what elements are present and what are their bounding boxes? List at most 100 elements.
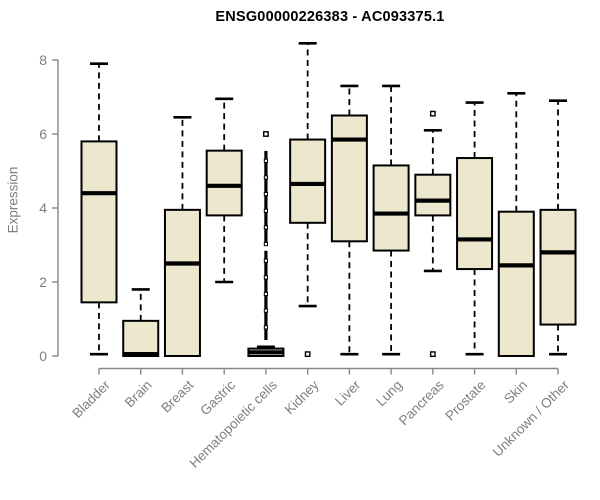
outlier-point bbox=[264, 328, 268, 332]
outlier-point bbox=[264, 236, 268, 241]
y-axis: 0 2 4 6 8 bbox=[39, 52, 59, 364]
chart-title: ENSG00000226383 - AC093375.1 bbox=[215, 9, 445, 25]
x-tick-label: Bladder bbox=[69, 377, 113, 421]
y-tick-label: 8 bbox=[39, 52, 47, 68]
outlier-point bbox=[264, 267, 268, 271]
boxplot-unknown-other bbox=[539, 99, 577, 356]
outlier-point bbox=[264, 295, 268, 299]
outlier-point bbox=[264, 228, 268, 232]
outlier-point bbox=[264, 198, 268, 202]
x-tick-label: Skin bbox=[501, 377, 530, 406]
iqr-box bbox=[205, 149, 243, 217]
boxplot-lung bbox=[372, 84, 410, 356]
outlier-point bbox=[304, 351, 311, 358]
outlier-point bbox=[264, 297, 268, 302]
outlier-point bbox=[264, 189, 268, 193]
outlier-point bbox=[264, 178, 268, 182]
outlier-point bbox=[264, 173, 268, 177]
iqr-box bbox=[414, 173, 452, 217]
x-tick-label: Prostate bbox=[442, 377, 488, 423]
outlier-point bbox=[264, 264, 268, 268]
outlier-point bbox=[264, 334, 268, 338]
iqr-box bbox=[497, 210, 535, 357]
outlier-point bbox=[263, 175, 269, 180]
outlier-point bbox=[264, 150, 268, 155]
outlier-point bbox=[263, 325, 269, 330]
iqr-box bbox=[372, 164, 410, 252]
outlier-point bbox=[264, 253, 268, 257]
outlier-point bbox=[264, 186, 268, 191]
boxplot-skin bbox=[497, 92, 535, 357]
outlier-point bbox=[264, 211, 268, 216]
outlier-point bbox=[264, 217, 268, 221]
outlier-point bbox=[264, 311, 268, 316]
outlier-point bbox=[264, 273, 268, 277]
outlier-point bbox=[263, 241, 269, 247]
outlier-point bbox=[264, 162, 268, 166]
outlier-point bbox=[264, 184, 268, 188]
outlier-point bbox=[264, 239, 268, 243]
outlier-point bbox=[264, 203, 268, 207]
outlier-point bbox=[263, 208, 269, 213]
iqr-box bbox=[80, 140, 118, 304]
outlier-point bbox=[264, 170, 268, 174]
outlier-point bbox=[264, 220, 268, 224]
outlier-point bbox=[429, 110, 436, 117]
outlier-point bbox=[264, 320, 268, 324]
x-tick-label: Pancreas bbox=[396, 377, 447, 428]
outlier-point bbox=[264, 164, 268, 168]
outlier-point bbox=[264, 336, 268, 341]
x-tick-label: Brain bbox=[122, 377, 155, 410]
outlier-point bbox=[264, 278, 268, 282]
outlier-point bbox=[264, 300, 268, 304]
outlier-point bbox=[263, 275, 269, 280]
outlier-point bbox=[263, 192, 269, 197]
outlier-point bbox=[263, 291, 269, 297]
outlier-point bbox=[264, 331, 268, 335]
x-tick-label: Lung bbox=[373, 377, 405, 409]
outlier-point bbox=[264, 153, 268, 157]
outlier-point bbox=[264, 286, 268, 291]
outlier-point bbox=[264, 289, 268, 293]
outlier-point bbox=[263, 225, 269, 230]
outlier-point bbox=[263, 158, 269, 163]
x-tick-label: Liver bbox=[332, 377, 364, 409]
y-tick-label: 6 bbox=[39, 126, 47, 142]
boxplot-hematopoietic-cells bbox=[247, 131, 285, 358]
boxplot-liver bbox=[330, 84, 368, 356]
iqr-box bbox=[122, 319, 160, 358]
outlier-point bbox=[264, 234, 268, 238]
boxplot-bladder bbox=[80, 62, 118, 356]
x-tick-label: Gastric bbox=[197, 377, 238, 418]
outlier-point bbox=[264, 322, 268, 327]
y-tick-label: 4 bbox=[39, 200, 47, 216]
outlier-point bbox=[429, 351, 436, 358]
outlier-point bbox=[264, 195, 268, 199]
outlier-point bbox=[264, 231, 268, 235]
outlier-point bbox=[264, 214, 268, 218]
boxplot-kidney bbox=[289, 42, 327, 358]
iqr-box bbox=[289, 138, 327, 224]
outlier-point bbox=[263, 258, 269, 263]
outlier-point bbox=[264, 317, 268, 321]
outlier-point bbox=[264, 281, 268, 285]
outlier-point bbox=[264, 261, 268, 266]
outlier-point bbox=[264, 270, 268, 274]
outlier-point bbox=[264, 167, 268, 171]
outlier-point bbox=[264, 250, 268, 254]
outlier-point bbox=[264, 206, 268, 210]
outlier-point bbox=[264, 284, 268, 288]
x-tick-label: Unknown / Other bbox=[490, 377, 573, 460]
y-tick-label: 0 bbox=[39, 348, 47, 364]
outlier-point bbox=[264, 156, 268, 160]
boxplot-brain bbox=[122, 288, 160, 358]
outlier-point bbox=[264, 181, 268, 185]
outlier-point bbox=[264, 306, 268, 310]
boxplot-breast bbox=[163, 116, 201, 357]
y-tick-label: 2 bbox=[39, 274, 47, 290]
outlier-point bbox=[263, 308, 269, 313]
outlier-point bbox=[264, 314, 268, 318]
